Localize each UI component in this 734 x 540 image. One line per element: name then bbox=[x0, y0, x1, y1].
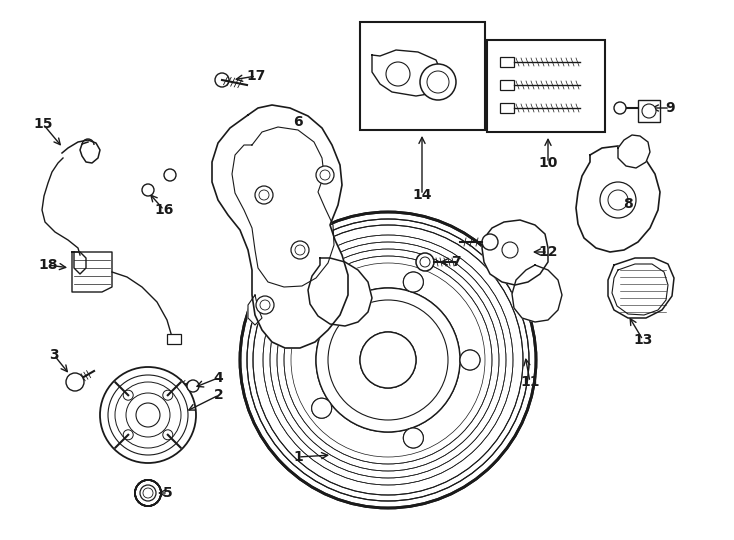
Bar bbox=[500, 57, 514, 67]
Polygon shape bbox=[308, 258, 372, 326]
Circle shape bbox=[215, 73, 229, 87]
Text: 10: 10 bbox=[538, 156, 558, 170]
Circle shape bbox=[420, 64, 456, 100]
Polygon shape bbox=[72, 252, 112, 292]
Circle shape bbox=[312, 398, 332, 418]
Circle shape bbox=[163, 430, 172, 440]
Circle shape bbox=[136, 403, 160, 427]
Polygon shape bbox=[512, 265, 562, 322]
Circle shape bbox=[312, 398, 332, 418]
Circle shape bbox=[66, 373, 84, 391]
Text: 15: 15 bbox=[33, 117, 53, 131]
Text: 2: 2 bbox=[214, 388, 224, 402]
Circle shape bbox=[163, 390, 172, 400]
Text: 9: 9 bbox=[665, 101, 675, 115]
Bar bbox=[360, 22, 485, 130]
Text: 4: 4 bbox=[213, 371, 223, 385]
Circle shape bbox=[404, 272, 424, 292]
Circle shape bbox=[164, 169, 176, 181]
Circle shape bbox=[502, 242, 518, 258]
Circle shape bbox=[312, 302, 332, 322]
Text: 8: 8 bbox=[623, 197, 633, 211]
Circle shape bbox=[404, 428, 424, 448]
Circle shape bbox=[360, 332, 416, 388]
Circle shape bbox=[123, 430, 133, 440]
Text: 12: 12 bbox=[538, 245, 558, 259]
Polygon shape bbox=[612, 264, 668, 315]
Circle shape bbox=[142, 184, 154, 196]
Text: 5: 5 bbox=[163, 486, 173, 500]
Circle shape bbox=[135, 480, 161, 506]
Circle shape bbox=[600, 182, 636, 218]
Circle shape bbox=[291, 241, 309, 259]
Text: 11: 11 bbox=[520, 375, 539, 389]
Circle shape bbox=[482, 234, 498, 250]
Circle shape bbox=[100, 367, 196, 463]
Text: 13: 13 bbox=[633, 333, 653, 347]
Text: 14: 14 bbox=[413, 188, 432, 202]
Circle shape bbox=[187, 380, 199, 392]
Circle shape bbox=[312, 302, 332, 322]
Bar bbox=[638, 100, 660, 122]
Polygon shape bbox=[212, 105, 348, 348]
Circle shape bbox=[460, 350, 480, 370]
Bar bbox=[500, 103, 514, 113]
Text: 17: 17 bbox=[247, 69, 266, 83]
Bar bbox=[167, 334, 181, 344]
Text: 7: 7 bbox=[451, 255, 461, 269]
Polygon shape bbox=[248, 295, 262, 325]
Circle shape bbox=[404, 428, 424, 448]
Polygon shape bbox=[482, 220, 548, 285]
Circle shape bbox=[240, 212, 536, 508]
Text: 18: 18 bbox=[38, 258, 58, 272]
Bar bbox=[487, 40, 605, 132]
Polygon shape bbox=[576, 146, 660, 252]
Text: 1: 1 bbox=[293, 450, 303, 464]
Circle shape bbox=[316, 288, 460, 432]
Text: 3: 3 bbox=[49, 348, 59, 362]
Bar bbox=[500, 80, 514, 90]
Polygon shape bbox=[372, 50, 442, 96]
Text: 6: 6 bbox=[293, 115, 303, 129]
Circle shape bbox=[255, 186, 273, 204]
Circle shape bbox=[642, 104, 656, 118]
Circle shape bbox=[404, 272, 424, 292]
Circle shape bbox=[256, 296, 274, 314]
Polygon shape bbox=[608, 258, 674, 318]
Circle shape bbox=[416, 253, 434, 271]
Circle shape bbox=[316, 166, 334, 184]
Polygon shape bbox=[618, 135, 650, 168]
Circle shape bbox=[123, 390, 133, 400]
Text: 16: 16 bbox=[154, 203, 174, 217]
Circle shape bbox=[386, 62, 410, 86]
Circle shape bbox=[460, 350, 480, 370]
Circle shape bbox=[614, 102, 626, 114]
Circle shape bbox=[360, 332, 416, 388]
